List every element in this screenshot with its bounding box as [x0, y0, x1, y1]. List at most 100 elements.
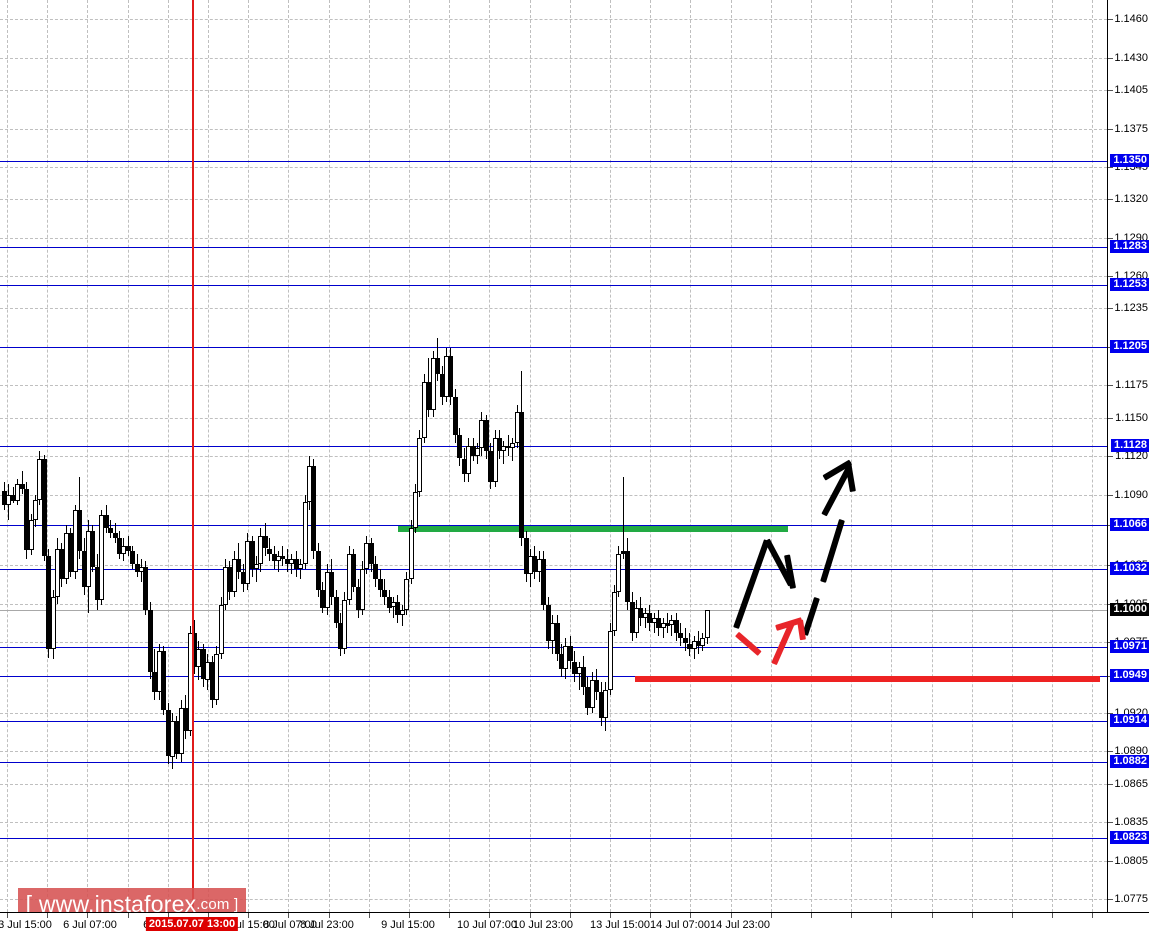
- candle-wick: [255, 556, 257, 582]
- level-price-label: 1.1066: [1110, 518, 1149, 532]
- candle-body: [408, 527, 414, 580]
- horizontal-gridline: [0, 167, 1107, 168]
- candle-body: [77, 509, 83, 551]
- candle-wick: [671, 615, 673, 636]
- price-axis-tick: [1108, 89, 1113, 91]
- price-axis-tick: [1108, 456, 1113, 457]
- candle-body: [147, 610, 153, 672]
- candle-wick: [667, 612, 668, 634]
- candle-body: [603, 689, 609, 719]
- time-axis-tick: [1052, 913, 1054, 918]
- candle-body: [280, 556, 286, 559]
- support-resistance-line: [0, 720, 1107, 722]
- red-support-line: [635, 675, 1100, 682]
- candle-wick: [578, 661, 580, 690]
- support-resistance-line: [0, 445, 1107, 447]
- level-price-label: 1.0949: [1110, 668, 1149, 682]
- candle-wick: [622, 476, 624, 559]
- instaforex-watermark: [ www.instaforex .com ]: [18, 888, 246, 912]
- horizontal-gridline: [0, 128, 1107, 130]
- support-resistance-line: [0, 675, 1107, 677]
- price-axis[interactable]: 1.1460 1.1430 1.1405 1.1375 1.1345 1.1320 1.12…: [1107, 0, 1149, 912]
- candle-body: [404, 579, 410, 611]
- candle-body: [373, 563, 379, 580]
- level-price-label: 1.1350: [1110, 153, 1149, 167]
- support-resistance-line: [0, 647, 1107, 649]
- time-axis-tick: [529, 913, 531, 918]
- candle-body: [483, 420, 489, 451]
- time-axis-tick: [87, 913, 89, 918]
- time-axis-tick: [248, 913, 250, 918]
- time-axis-tick: [449, 913, 451, 918]
- candle-wick: [21, 471, 23, 495]
- candle-wick: [644, 607, 646, 629]
- time-axis-tick: [971, 913, 973, 918]
- time-axis-tick: [489, 913, 491, 918]
- horizontal-gridline: [0, 603, 1107, 605]
- price-axis-tick: [1108, 128, 1113, 130]
- level-price-label: 1.1128: [1110, 438, 1149, 452]
- horizontal-gridline: [0, 308, 1107, 310]
- current-price-label: 1.1000: [1110, 603, 1149, 617]
- time-axis-label: 9 Jul 15:00: [381, 919, 435, 931]
- price-axis-tick: [1108, 308, 1113, 310]
- candle-body: [368, 543, 374, 564]
- candle-body: [24, 489, 30, 550]
- crosshair-date-label: 2015.07.07 13:00: [145, 917, 239, 931]
- price-axis-tick: [1108, 237, 1113, 239]
- price-axis-tick: [1108, 57, 1113, 59]
- level-price-label: 1.1205: [1110, 339, 1149, 353]
- price-axis-tick: [1108, 417, 1113, 419]
- candle-body: [315, 551, 321, 590]
- candle-body: [28, 520, 34, 550]
- candle-body: [616, 553, 622, 593]
- price-axis-label: 1.1375: [1114, 122, 1148, 135]
- level-price-label: 1.0823: [1110, 830, 1149, 844]
- candle-body: [704, 610, 710, 639]
- horizontal-gridline: [0, 57, 1107, 59]
- time-axis-label: 8 Jul 07:00: [263, 919, 317, 931]
- candle-body: [457, 435, 463, 459]
- chart-plot-area[interactable]: [ www.instaforex .com ]: [0, 0, 1107, 912]
- horizontal-gridline: [0, 19, 1107, 21]
- candle-body: [41, 458, 47, 557]
- candle-body: [625, 551, 631, 603]
- candle-body: [382, 589, 388, 598]
- time-axis[interactable]: 3 Jul 15:006 Jul 07:006 Jul 23:007 Jul 1…: [0, 912, 1149, 940]
- candle-body: [143, 566, 149, 611]
- candle-body: [519, 412, 525, 539]
- price-axis-label: 1.1090: [1114, 488, 1148, 501]
- time-axis-tick: [851, 913, 853, 918]
- horizontal-gridline: [0, 417, 1107, 419]
- forecast-stroke-up: [733, 539, 770, 629]
- candle-body: [267, 548, 273, 554]
- candle-body: [413, 492, 419, 528]
- price-axis-tick: [1108, 860, 1113, 862]
- candle-body: [351, 553, 357, 587]
- price-axis-tick: [1108, 822, 1113, 824]
- time-axis-tick: [650, 913, 652, 918]
- support-resistance-line: [0, 346, 1107, 348]
- candle-body: [417, 438, 423, 492]
- support-resistance-line: [0, 569, 1107, 570]
- time-axis-label: 3 Jul 15:00: [0, 919, 52, 931]
- candle-body: [50, 597, 56, 649]
- candle-body: [497, 438, 503, 451]
- horizontal-gridline: [0, 642, 1107, 644]
- price-axis-label: 1.0890: [1114, 745, 1148, 758]
- price-axis-label: 1.1430: [1114, 51, 1148, 64]
- level-price-label: 1.0971: [1110, 640, 1149, 654]
- candle-body: [231, 558, 237, 593]
- horizontal-gridline: [0, 860, 1107, 862]
- time-axis-tick: [288, 913, 290, 918]
- candle-body: [15, 484, 21, 501]
- candle-body: [116, 538, 122, 554]
- price-axis-tick: [1108, 712, 1113, 714]
- forecast-dash-2: [820, 519, 845, 583]
- time-axis-label: 10 Jul 23:00: [513, 919, 573, 931]
- price-axis-label: 1.1235: [1114, 302, 1148, 315]
- candle-body: [161, 651, 167, 711]
- price-axis-tick: [1108, 385, 1113, 387]
- candle-body: [311, 466, 317, 552]
- candle-body: [253, 563, 259, 569]
